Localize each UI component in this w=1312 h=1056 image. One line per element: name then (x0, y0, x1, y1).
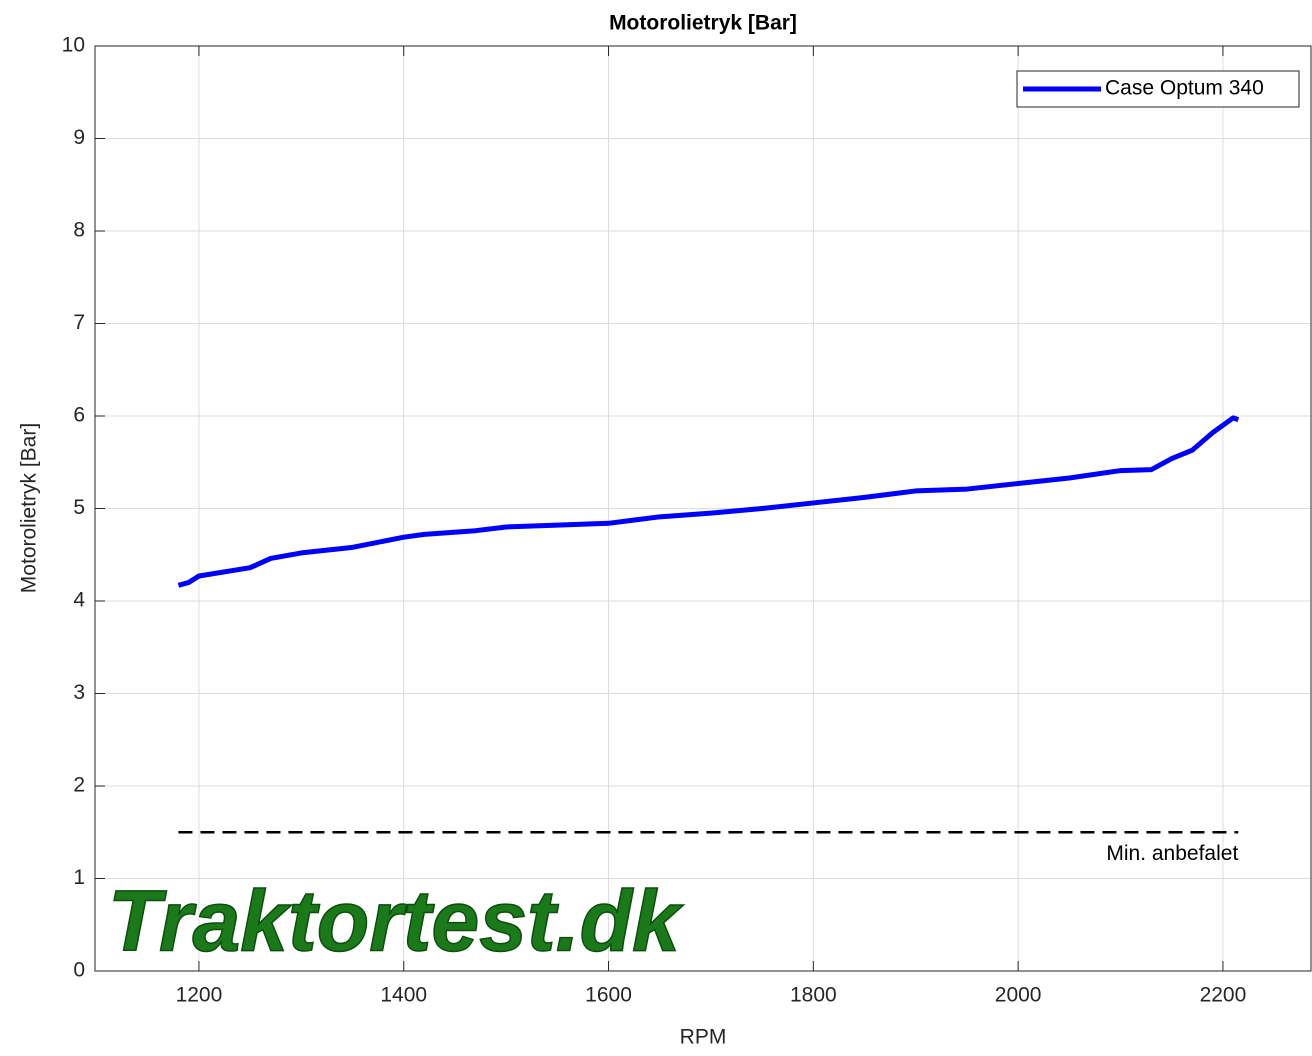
x-tick-label: 2000 (995, 984, 1042, 1007)
chart-title: Motorolietryk [Bar] (609, 12, 797, 35)
x-tick-label: 1200 (176, 984, 223, 1007)
y-tick-label: 10 (62, 34, 85, 57)
x-tick-label: 1400 (380, 984, 427, 1007)
y-tick-label: 7 (73, 311, 85, 334)
x-tick-label: 1800 (790, 984, 837, 1007)
y-tick-label: 2 (73, 774, 85, 797)
line (177, 415, 1240, 588)
y-tick-label: 0 (73, 959, 85, 982)
y-tick-label: 4 (73, 589, 85, 612)
reference-label: Min. anbefalet (1106, 842, 1238, 865)
y-tick-label: 5 (73, 496, 85, 519)
y-tick-label: 9 (73, 126, 85, 149)
legend-label: Case Optum 340 (1105, 77, 1264, 100)
watermark: Traktortest.dk (108, 874, 684, 970)
x-axis-label: RPM (680, 1026, 727, 1049)
y-tick-label: 6 (73, 404, 85, 427)
y-tick-label: 8 (73, 219, 85, 242)
x-tick-label: 2200 (1200, 984, 1247, 1007)
x-tick-label: 1600 (585, 984, 632, 1007)
y-tick-label: 1 (73, 866, 85, 889)
y-axis-label: Motorolietryk [Bar] (18, 423, 41, 593)
axes-box (94, 45, 1312, 972)
y-tick-label: 3 (73, 681, 85, 704)
